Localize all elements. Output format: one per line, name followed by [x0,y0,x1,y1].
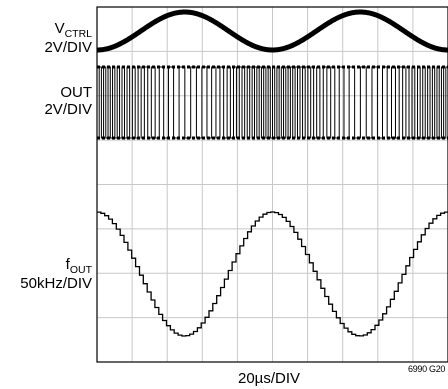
vctrl-name: V [54,20,65,37]
plot-frame [96,6,448,363]
trace-fout [97,211,448,337]
out-name: OUT [60,84,92,101]
fout-scale: 50kHz/DIV [20,275,92,292]
trace-label-vctrl: VCTRL 2V/DIV [44,20,92,56]
out-scale: 2V/DIV [44,101,92,118]
fout-name: f [65,256,70,273]
figure-code: 6990 G20 [408,364,446,374]
x-axis-label: 20µs/DIV [238,370,300,387]
trace-label-out: OUT 2V/DIV [44,84,92,118]
vctrl-waveform [95,9,448,53]
fout-waveform [97,211,448,337]
vctrl-scale: 2V/DIV [44,39,92,56]
out-waveform [97,66,448,139]
fout-subscript: OUT [69,264,92,276]
plot-grid [97,7,448,362]
trace-vctrl [95,9,448,53]
trace-label-fout: fOUT 50kHz/DIV [20,256,92,292]
vctrl-subscript: CTRL [64,28,92,40]
trace-out [97,65,448,140]
